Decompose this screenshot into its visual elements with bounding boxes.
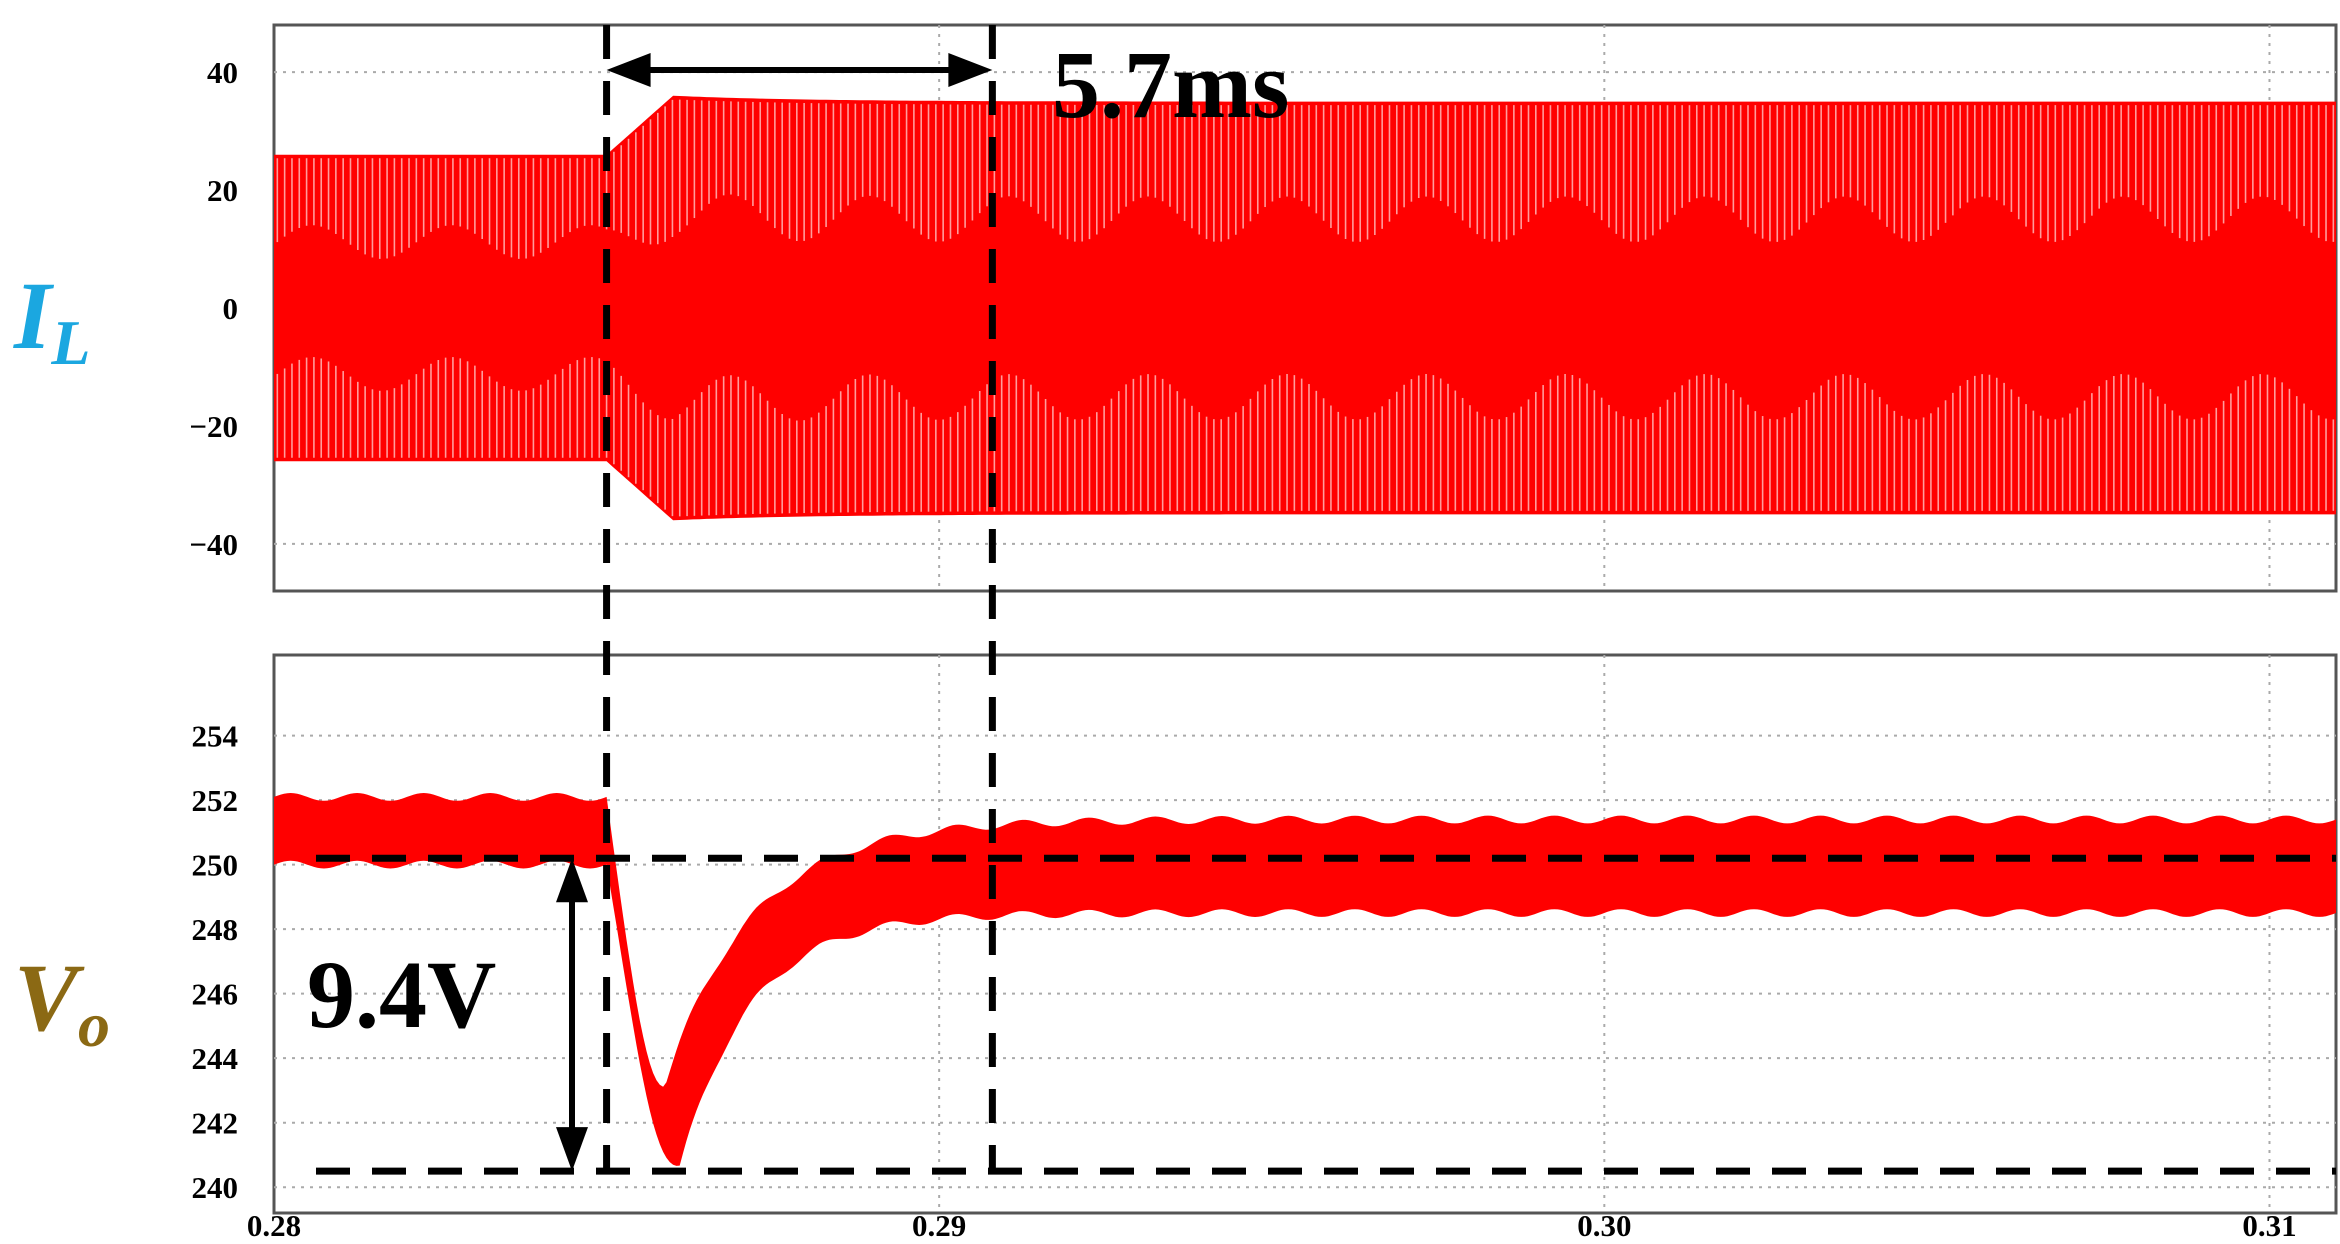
settling-arrow-head-right — [948, 53, 993, 87]
drop-arrow-head-top — [556, 858, 588, 903]
top-y-ticks: 40 20 0 −20 −40 — [189, 55, 238, 562]
voltage-envelope — [274, 793, 2336, 1166]
bottom-y-ticks: 254 252 250 248 246 244 242 240 — [192, 719, 239, 1206]
bottom-panel: 254 252 250 248 246 244 242 240 0.28 0.29 0.30 0.3… — [14, 653, 2338, 1243]
bottom-plot-frame — [272, 653, 2338, 1215]
top-ylabel-subscript: L — [50, 307, 90, 378]
top-y-tick-label: 40 — [207, 55, 238, 90]
bottom-y-tick-label: 246 — [192, 977, 239, 1012]
bottom-y-tick-label: 242 — [192, 1106, 239, 1141]
top-y-tick-label: 0 — [223, 291, 239, 326]
bottom-y-tick-label: 248 — [192, 912, 239, 947]
top-ylabel: IL — [13, 262, 90, 378]
x-tick-label: 0.31 — [2242, 1208, 2296, 1243]
top-y-tick-label: 20 — [207, 173, 238, 208]
drop-arrow-head-bottom — [556, 1127, 588, 1172]
top-y-tick-label: −40 — [189, 527, 238, 562]
bottom-y-tick-label: 240 — [192, 1170, 239, 1205]
top-signal — [274, 95, 2336, 521]
x-tick-label: 0.28 — [247, 1208, 301, 1243]
bottom-y-tick-label: 254 — [192, 719, 239, 754]
bottom-signal — [274, 793, 2336, 1166]
x-tick-label: 0.29 — [912, 1208, 966, 1243]
settling-time-label: 5.7ms — [1052, 31, 1289, 138]
x-ticks: 0.28 0.29 0.30 0.31 — [247, 1208, 2297, 1243]
bottom-y-tick-label: 252 — [192, 783, 239, 818]
bottom-y-tick-label: 244 — [192, 1041, 239, 1076]
x-tick-label: 0.30 — [1577, 1208, 1631, 1243]
bottom-y-tick-label: 250 — [192, 848, 239, 883]
annotations — [316, 25, 2336, 1175]
bottom-ylabel-subscript: o — [78, 989, 110, 1060]
top-y-tick-label: −20 — [189, 409, 238, 444]
voltage-drop-label: 9.4V — [307, 941, 496, 1048]
bottom-ylabel: Vo — [14, 944, 110, 1060]
settling-arrow-head-left — [606, 53, 651, 87]
top-panel: 40 20 0 −20 −40 IL — [13, 23, 2338, 593]
